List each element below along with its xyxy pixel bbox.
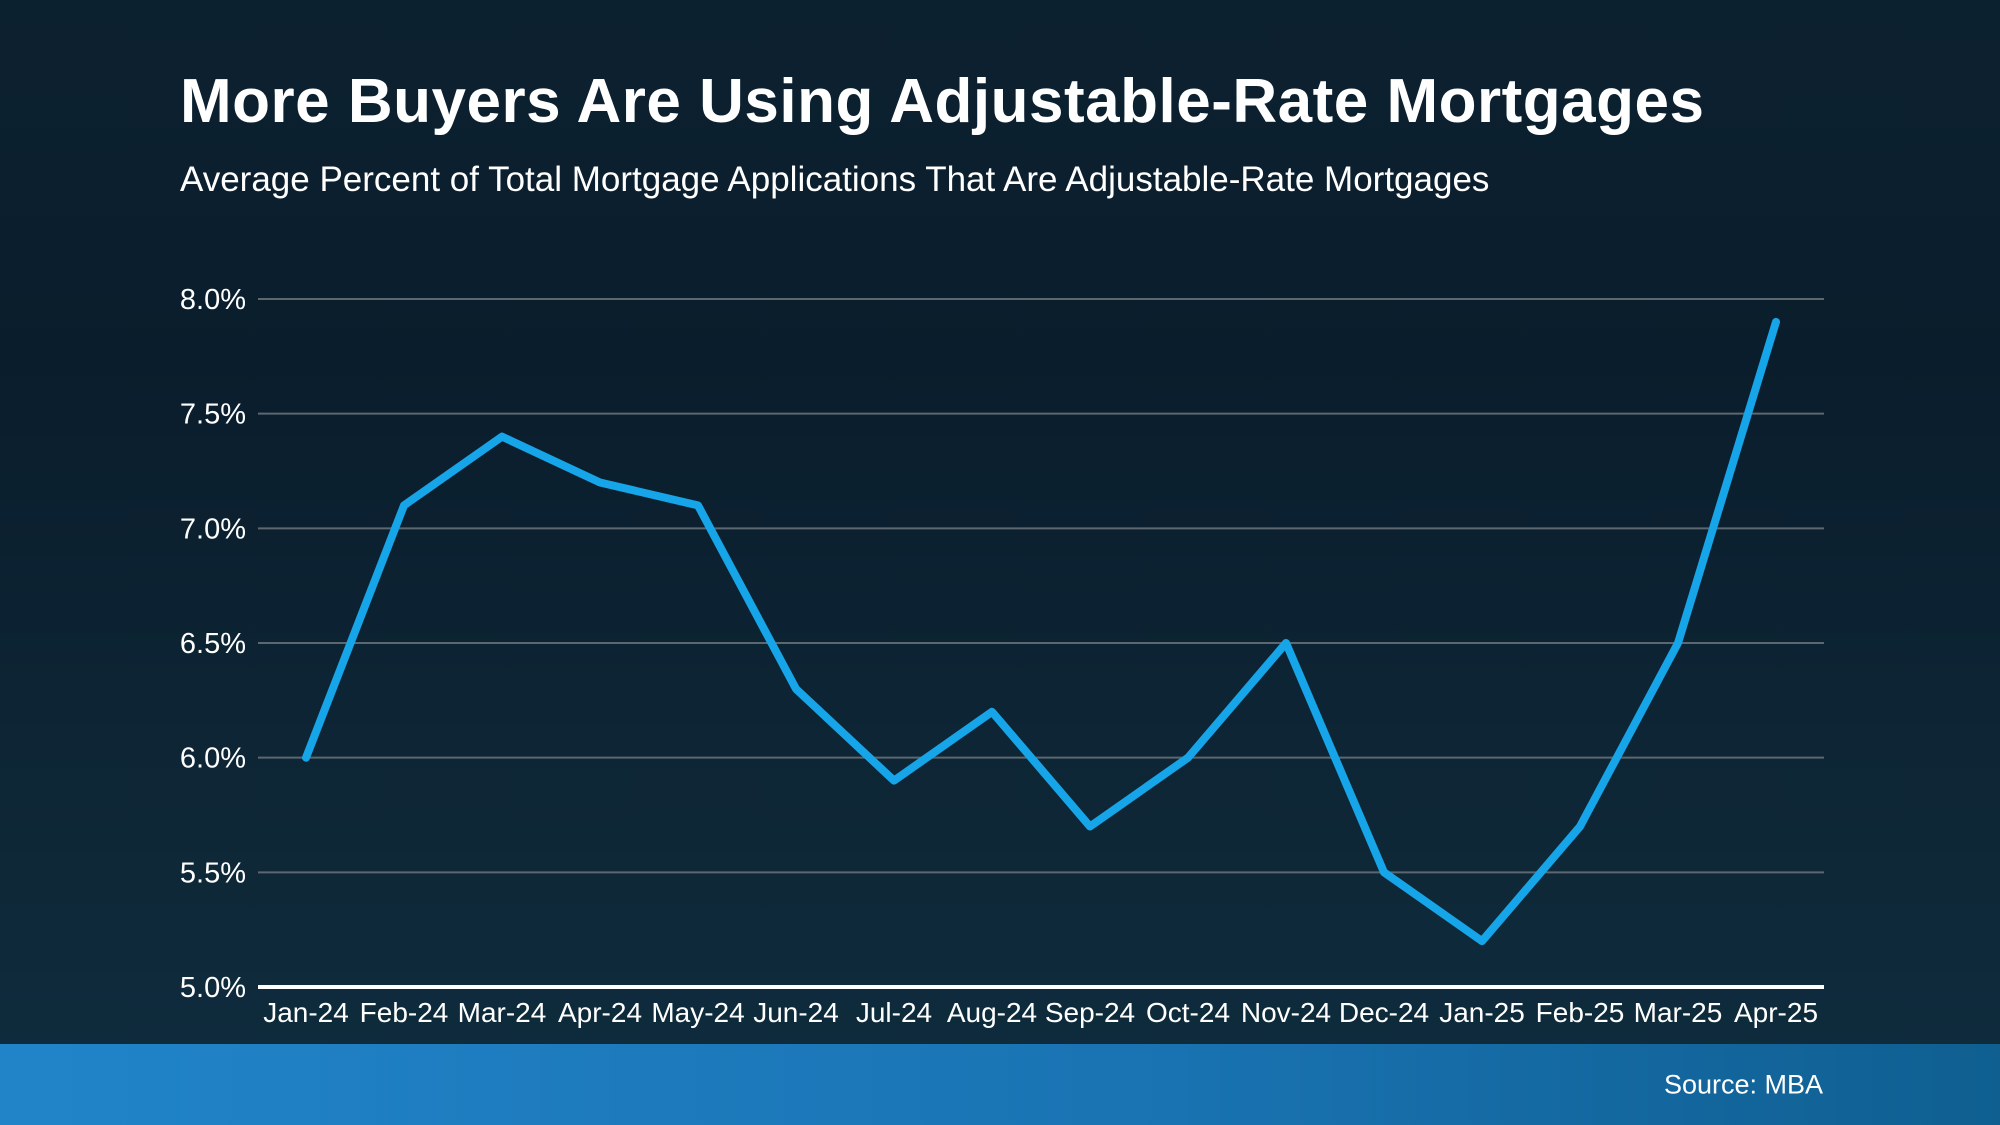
- x-axis-tick-label: Mar-25: [1634, 997, 1723, 1028]
- x-axis-tick-label: Nov-24: [1241, 997, 1331, 1028]
- y-axis-tick-label: 5.5%: [180, 857, 246, 889]
- x-axis-tick-label: Jan-24: [263, 997, 349, 1028]
- x-axis-tick-label: Apr-24: [558, 997, 642, 1028]
- x-axis-tick-label: Feb-25: [1536, 997, 1625, 1028]
- y-axis-tick-label: 6.0%: [180, 743, 246, 775]
- y-axis-tick-label: 8.0%: [180, 284, 246, 316]
- page-title: More Buyers Are Using Adjustable-Rate Mo…: [180, 67, 1705, 136]
- x-axis-tick-label: Jul-24: [856, 997, 932, 1028]
- y-axis-tick-label: 7.0%: [180, 513, 246, 545]
- footer-bar: Source: MBA: [0, 1044, 2000, 1125]
- page-subtitle: Average Percent of Total Mortgage Applic…: [180, 160, 1490, 199]
- trend-line: [302, 317, 1780, 946]
- x-axis-tick-label: May-24: [651, 997, 744, 1028]
- x-axis-tick-label: Sep-24: [1045, 997, 1135, 1028]
- y-axis-tick-label: 6.5%: [180, 628, 246, 660]
- y-axis-tick-label: 5.0%: [180, 972, 246, 1004]
- y-axis-tick-label: 7.5%: [180, 399, 246, 431]
- x-axis-tick-label: Dec-24: [1339, 997, 1429, 1028]
- x-axis-tick-label: Feb-24: [360, 997, 449, 1028]
- source-label: Source: MBA: [1663, 1069, 1823, 1099]
- x-axis-tick-label: Jun-24: [753, 997, 839, 1028]
- x-axis-tick-label: Mar-24: [458, 997, 547, 1028]
- x-axis-tick-label: Apr-25: [1734, 997, 1818, 1028]
- x-axis-tick-label: Aug-24: [947, 997, 1037, 1028]
- x-axis-tick-label: Jan-25: [1439, 997, 1525, 1028]
- x-axis-tick-label: Oct-24: [1146, 997, 1230, 1028]
